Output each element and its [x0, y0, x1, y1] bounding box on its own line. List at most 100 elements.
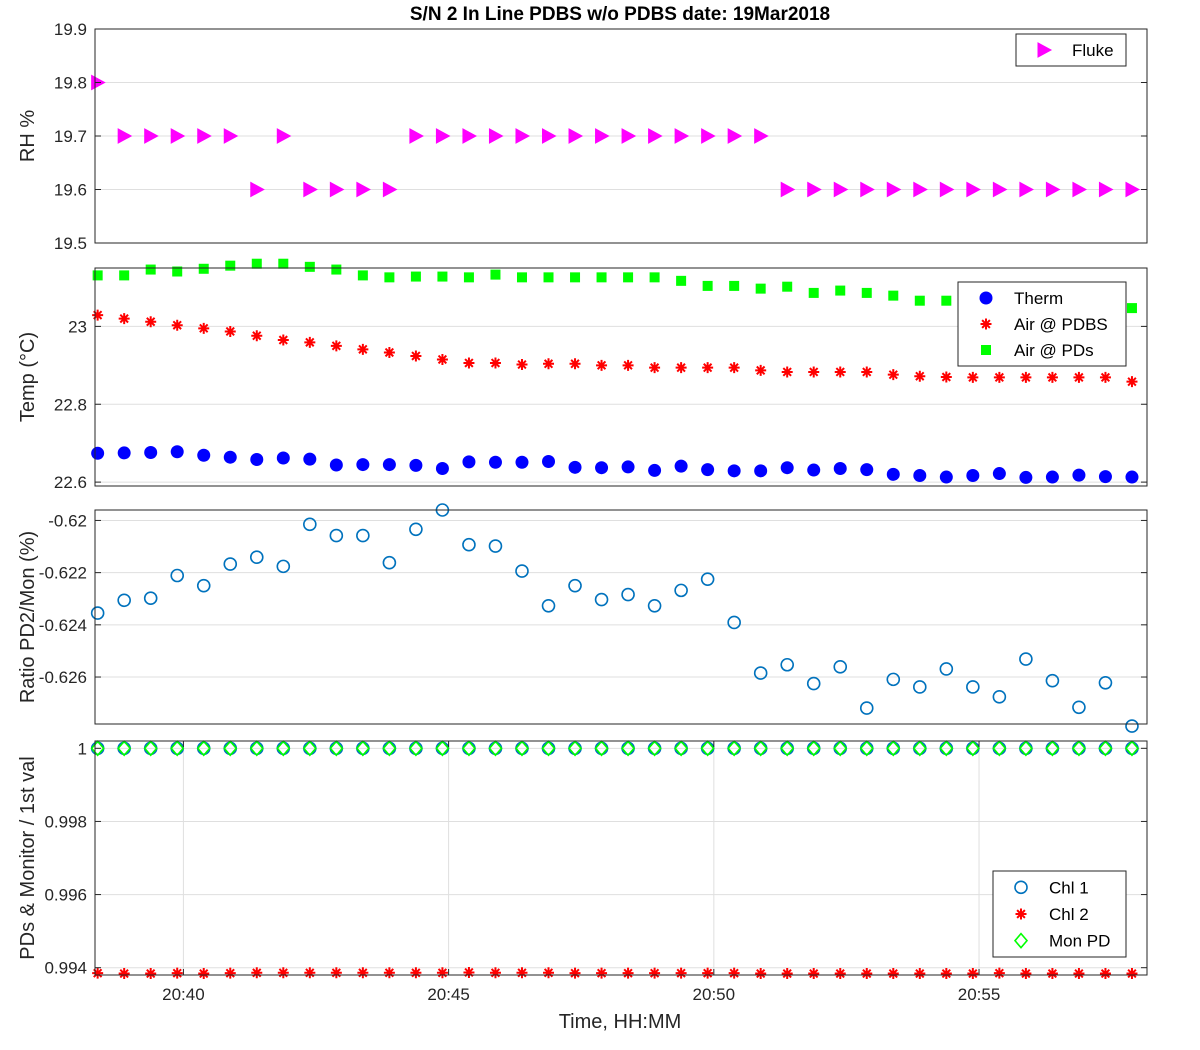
data-point	[728, 362, 740, 374]
data-point	[623, 272, 634, 283]
data-point	[913, 680, 927, 694]
data-point	[647, 598, 662, 613]
plot-area	[95, 741, 1147, 975]
data-point	[939, 181, 955, 198]
data-point	[621, 587, 635, 602]
data-point	[808, 968, 820, 980]
data-point	[224, 325, 236, 337]
y-axis-label: PDs & Monitor / 1st val	[17, 756, 39, 959]
data-point	[197, 448, 211, 462]
data-point	[276, 559, 291, 574]
data-point	[384, 272, 395, 283]
data-point	[409, 522, 423, 537]
data-point	[436, 967, 448, 979]
data-point	[119, 270, 130, 281]
data-point	[886, 740, 901, 757]
data-point	[383, 346, 395, 358]
legend-marker	[1014, 880, 1028, 895]
data-point	[727, 128, 743, 144]
data-point	[567, 740, 583, 757]
data-point	[490, 269, 501, 280]
data-point	[251, 258, 262, 269]
data-point	[463, 272, 474, 283]
legend: Fluke	[1015, 33, 1127, 67]
data-point	[382, 740, 397, 757]
data-point	[806, 740, 821, 757]
data-point	[754, 464, 768, 478]
legend-box	[1015, 33, 1127, 67]
data-point	[808, 366, 820, 378]
data-point	[1125, 470, 1139, 484]
y-axis-label: Ratio PD2/Mon (%)	[17, 531, 39, 703]
data-point	[223, 128, 239, 144]
data-point	[223, 450, 237, 464]
data-point	[1098, 740, 1113, 757]
data-point	[171, 319, 183, 331]
data-point	[463, 357, 475, 369]
data-point	[277, 334, 289, 346]
data-point	[622, 967, 634, 979]
data-point	[1126, 303, 1137, 314]
data-point	[461, 740, 476, 757]
legend-marker	[1037, 42, 1053, 58]
data-point	[702, 280, 713, 291]
data-point	[410, 967, 422, 979]
data-point	[701, 463, 715, 477]
data-point	[382, 458, 396, 472]
data-point	[198, 322, 210, 334]
data-point	[755, 364, 767, 376]
legend-marker	[1013, 932, 1029, 949]
data-point	[727, 464, 741, 478]
data-point	[515, 564, 529, 578]
data-point	[542, 128, 557, 144]
data-point	[861, 287, 872, 298]
y-axis-label: RH %	[17, 110, 39, 162]
series-therm	[91, 445, 1139, 484]
data-point	[356, 458, 370, 472]
panel-4: 0.994 0.996 0.998 1 20:40 20:45 20:50 20:55 PDs …	[17, 739, 1148, 1004]
data-point	[357, 343, 369, 355]
data-point	[992, 690, 1007, 704]
data-point	[913, 468, 927, 482]
data-point	[329, 740, 344, 757]
data-point	[117, 593, 131, 608]
data-point	[118, 313, 130, 325]
data-point	[1046, 371, 1058, 383]
data-point	[92, 309, 104, 321]
data-point	[329, 528, 344, 543]
data-point	[462, 455, 476, 469]
data-point	[806, 676, 821, 691]
data-point	[596, 359, 608, 371]
data-point	[780, 461, 794, 475]
data-point	[594, 592, 609, 607]
legend-marker	[981, 345, 991, 355]
data-point	[833, 660, 848, 674]
data-point	[303, 181, 318, 198]
data-point	[833, 740, 848, 757]
data-point	[914, 295, 925, 306]
y-tick-label: 22.8	[54, 395, 87, 414]
legend-marker	[1015, 908, 1027, 920]
y-tick-label: 19.9	[54, 20, 87, 39]
data-point	[594, 740, 609, 757]
y-tick-label: 19.8	[54, 74, 87, 93]
y-tick-label: -0.62	[48, 511, 87, 530]
data-point	[145, 968, 157, 980]
data-point	[542, 454, 556, 468]
data-point	[861, 968, 873, 980]
data-point	[278, 258, 289, 269]
data-point	[276, 740, 291, 757]
data-point	[886, 672, 901, 687]
data-point	[755, 968, 767, 980]
data-point	[1046, 968, 1058, 980]
data-point	[674, 740, 689, 757]
y-tick-label: -0.626	[39, 668, 87, 687]
data-point	[807, 463, 821, 477]
figure-title: S/N 2 In Line PDBS w/o PDBS date: 19Mar2…	[410, 4, 830, 25]
data-point	[357, 967, 369, 979]
data-point	[516, 967, 528, 979]
data-point	[569, 358, 581, 370]
data-point	[1098, 181, 1114, 198]
data-point	[621, 740, 636, 757]
y-tick-label: 19.6	[54, 181, 87, 200]
